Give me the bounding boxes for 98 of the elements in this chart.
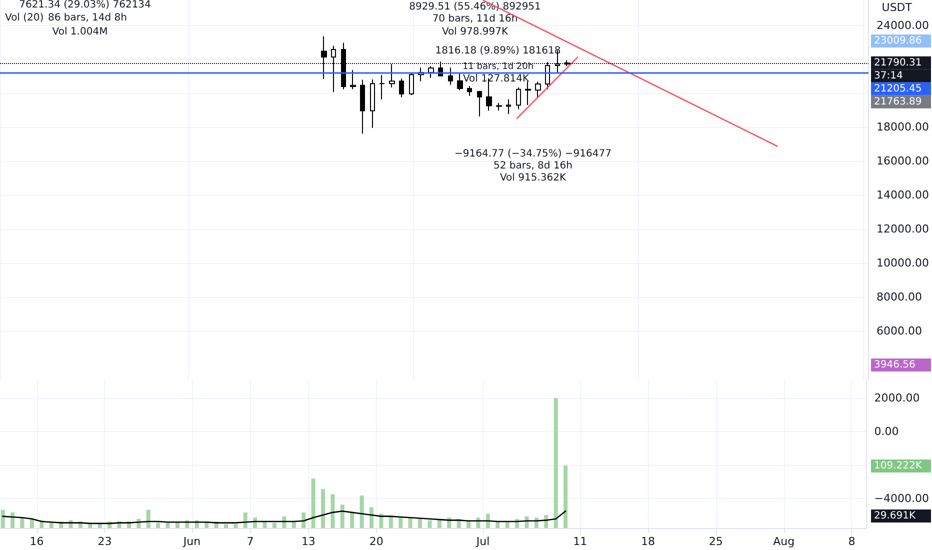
x-tick-label: Aug xyxy=(773,535,795,548)
candlestick xyxy=(350,70,356,90)
bar xyxy=(311,478,316,528)
ref-line-label: 21205.45 xyxy=(874,83,922,94)
bar xyxy=(30,518,34,528)
candlestick xyxy=(321,36,327,80)
candlestick xyxy=(428,66,434,78)
candlestick xyxy=(506,98,511,114)
annotation: Vol 1.004M xyxy=(52,26,108,38)
bar xyxy=(10,512,15,528)
y-tick-label: 12000.00 xyxy=(876,222,930,236)
bar xyxy=(408,518,412,528)
y2-tick-label: 0.00 xyxy=(874,424,899,438)
bar xyxy=(330,494,335,528)
candlestick xyxy=(516,86,521,110)
annotation: 52 bars, 8d 16h xyxy=(493,160,573,172)
bar xyxy=(146,510,150,528)
annotation: 8929.51 (55.46%) 892951 xyxy=(409,2,541,12)
y-axis-title: USDT xyxy=(882,1,912,14)
candlestick xyxy=(535,81,541,98)
candlestick xyxy=(379,74,385,100)
y-tick-label: 6000.00 xyxy=(876,324,922,338)
annotation: 70 bars, 11d 16h xyxy=(432,14,518,24)
bar xyxy=(350,512,354,528)
y-tick-label: 10000.00 xyxy=(876,256,930,270)
candlestick xyxy=(525,80,531,106)
x-tick-label: 8 xyxy=(848,535,856,548)
bar xyxy=(496,522,500,528)
bar xyxy=(564,466,568,528)
annotation: 86 bars, 14d 8h xyxy=(48,12,128,24)
candlestick xyxy=(360,79,365,134)
bar xyxy=(505,522,510,528)
annotation: −9164.77 (−34.75%) −916477 xyxy=(454,148,612,160)
bar xyxy=(282,516,286,528)
x-tick-label: 25 xyxy=(708,535,723,548)
y-tick-label: 14000.00 xyxy=(876,188,930,202)
bar xyxy=(379,514,384,528)
bar xyxy=(388,516,393,528)
bar xyxy=(166,522,170,528)
x-tick-label: Jun xyxy=(182,535,201,548)
annotation: Vol 978.997K xyxy=(442,26,508,38)
x-tick-label: 11 xyxy=(573,535,588,548)
text: 29.691K xyxy=(874,510,916,522)
bar xyxy=(554,398,558,528)
bar xyxy=(340,504,344,528)
x-tick-label: 18 xyxy=(641,535,656,548)
bar xyxy=(398,518,403,528)
x-tick-label: 23 xyxy=(98,535,112,548)
annotation: 1816.18 (9.89%) 181618 xyxy=(435,46,561,56)
text: 21763.89 xyxy=(874,96,922,108)
bar xyxy=(262,522,267,528)
candlestick xyxy=(341,42,346,90)
text: 3946.56 xyxy=(874,360,916,370)
bar xyxy=(224,524,228,528)
bar xyxy=(292,522,296,528)
bar xyxy=(0,510,5,528)
annotation: Vol 915.362K xyxy=(500,172,566,184)
y-tick-label: 24000.00 xyxy=(876,18,930,32)
bar xyxy=(360,496,364,528)
bar xyxy=(272,522,276,528)
bar xyxy=(428,520,432,528)
ref-line-label: 21790.31 xyxy=(874,57,922,68)
candlestick xyxy=(457,72,463,91)
annotation: 7621.34 (29.03%) 762134 xyxy=(19,0,151,10)
text: 23009.86 xyxy=(874,36,922,46)
bar xyxy=(20,518,24,528)
candlestick xyxy=(389,64,395,88)
candlestick xyxy=(545,62,550,90)
x-tick-label: 20 xyxy=(369,535,384,548)
bar xyxy=(302,512,306,528)
bar xyxy=(320,489,325,528)
candlestick xyxy=(496,102,502,112)
bar xyxy=(156,522,160,528)
annotation: Vol 127.814K xyxy=(462,74,530,84)
candlestick xyxy=(448,67,453,86)
y2-tick-label: −4000.00 xyxy=(874,492,930,505)
candlestick xyxy=(467,86,472,96)
y-tick-label: 16000.00 xyxy=(876,154,930,168)
x-tick-label: 16 xyxy=(30,535,44,548)
y-tick-label: 8000.00 xyxy=(876,290,922,304)
x-tick-label: 7 xyxy=(246,535,254,548)
annotation: Vol (20) xyxy=(5,12,44,24)
bar xyxy=(486,514,490,528)
candlestick xyxy=(370,78,375,128)
y-tick-label: 18000.00 xyxy=(876,120,930,134)
x-tick-label: Jul xyxy=(475,535,490,548)
y2-tick-label: 2000.00 xyxy=(874,391,920,404)
candlestick xyxy=(409,72,414,96)
candlestick xyxy=(399,78,404,98)
bar xyxy=(370,507,374,528)
x-tick-label: 13 xyxy=(301,535,316,548)
bar xyxy=(234,524,238,528)
text: 37:14 xyxy=(874,70,903,82)
text: 109.222K xyxy=(874,460,922,472)
candlestick xyxy=(477,90,482,118)
bar xyxy=(243,512,248,528)
candlestick xyxy=(331,45,336,93)
bar xyxy=(418,518,422,528)
